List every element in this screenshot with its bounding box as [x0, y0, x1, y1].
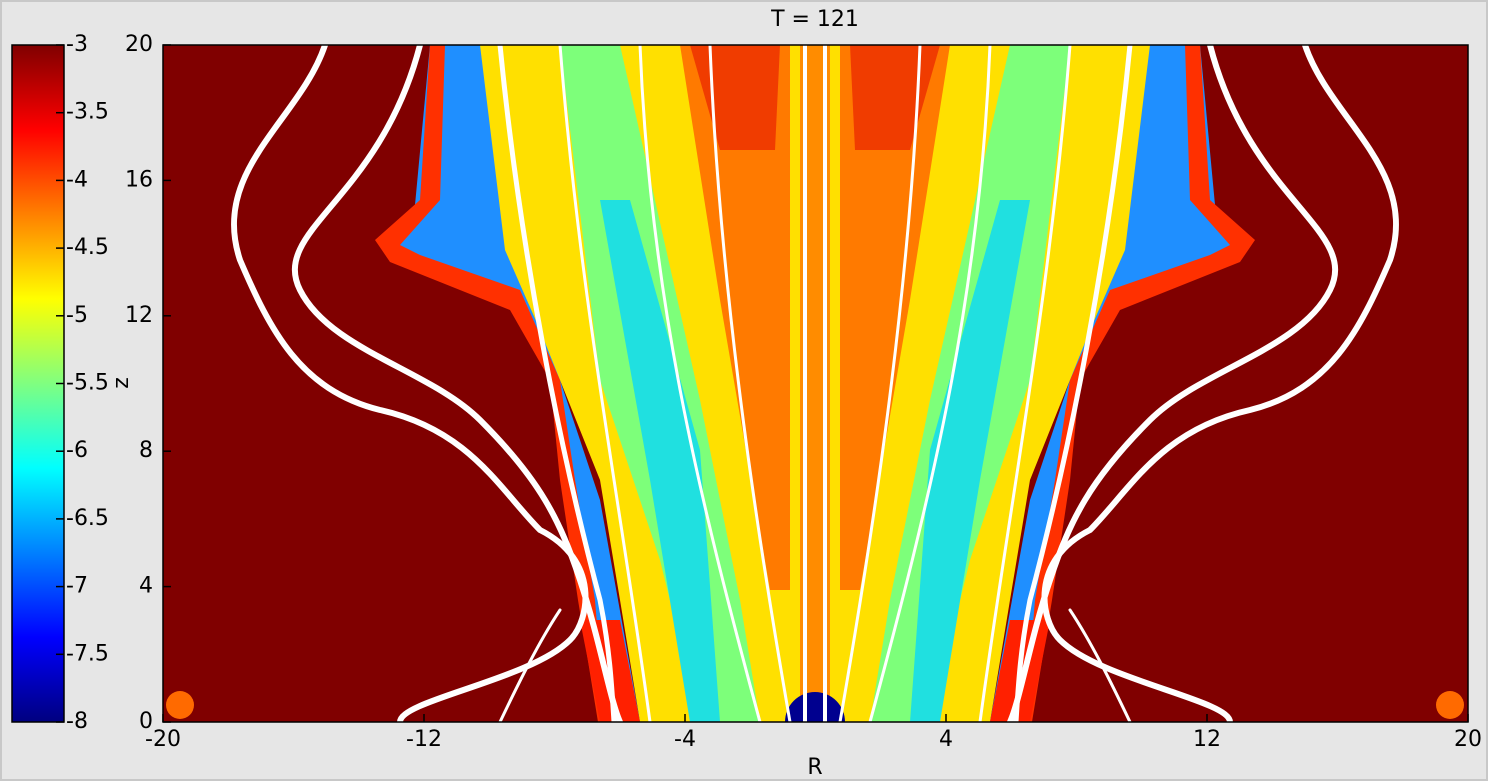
- colorbar-tick-label: -4: [66, 167, 88, 192]
- chart-title: T = 121: [770, 7, 859, 32]
- colorbar-tick-label: -3.5: [66, 100, 109, 125]
- colorbar-tick-label: -8: [66, 709, 88, 734]
- x-tick-label: 20: [1454, 727, 1482, 752]
- x-tick-label: -12: [406, 727, 442, 752]
- y-tick-label: 20: [125, 32, 153, 57]
- y-tick-label: 0: [139, 709, 153, 734]
- colorbar-tick-label: -5: [66, 303, 88, 328]
- x-tick-label: 4: [939, 727, 953, 752]
- colorbar-tick-label: -5.5: [66, 371, 109, 396]
- x-tick-label: -20: [145, 727, 181, 752]
- field: [163, 45, 1468, 722]
- y-tick-label: 8: [139, 438, 153, 463]
- y-tick-label: 4: [139, 574, 153, 599]
- y-tick-label: 16: [125, 167, 153, 192]
- colorbar-tick-label: -6.5: [66, 506, 109, 531]
- colorbar-tick-label: -4.5: [66, 235, 109, 260]
- x-tick-label: -4: [674, 727, 696, 752]
- y-axis-label: z: [109, 377, 134, 389]
- y-tick-label: 12: [125, 303, 153, 328]
- colorbar-tick-label: -6: [66, 438, 88, 463]
- x-tick-label: 12: [1193, 727, 1221, 752]
- colorbar-tick-label: -7.5: [66, 641, 109, 666]
- colorbar-tick-label: -7: [66, 574, 88, 599]
- x-axis-label: R: [807, 755, 822, 780]
- colorbar: [11, 44, 65, 723]
- colorbar-tick-label: -3: [66, 32, 88, 57]
- plot-frame: [162, 44, 1469, 723]
